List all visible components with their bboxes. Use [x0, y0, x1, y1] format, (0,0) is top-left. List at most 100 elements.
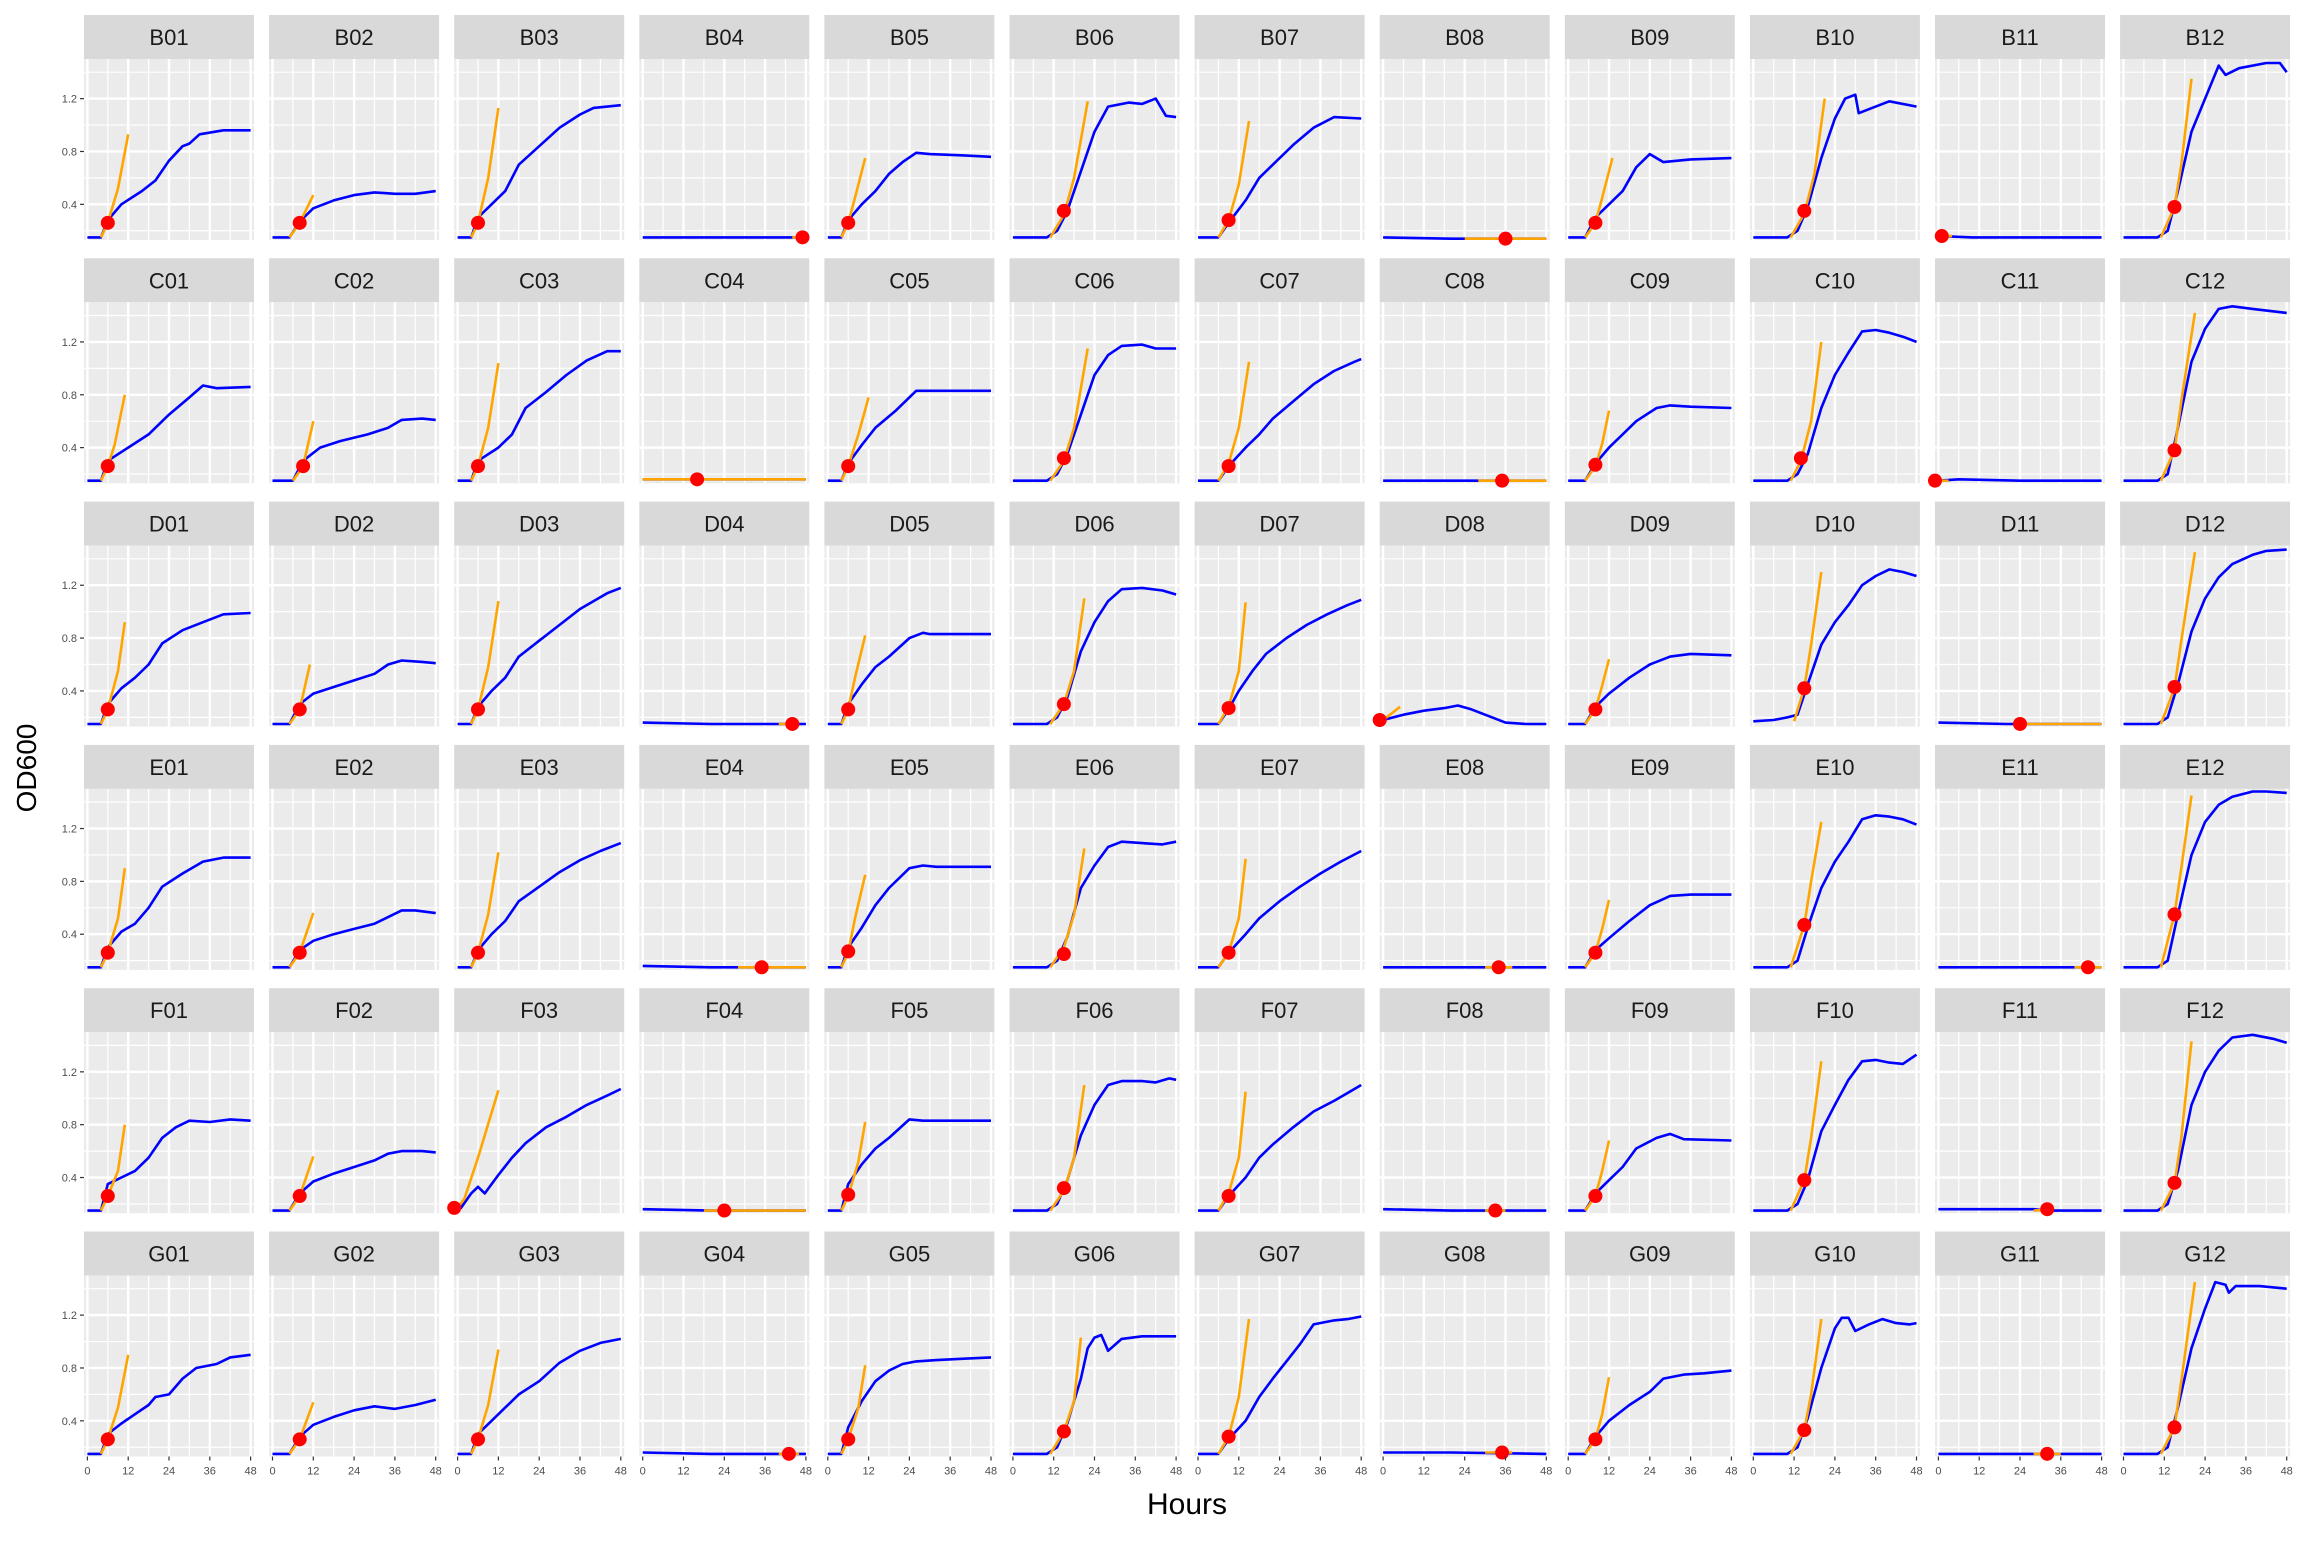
x-tick-label: 48: [244, 1466, 256, 1478]
facet-strip: [269, 258, 440, 303]
exponential-fit-line: [1217, 1091, 1247, 1212]
facet-strip-label: E01: [149, 755, 188, 780]
facet-strip: [1564, 988, 1735, 1033]
exponential-fit-line: [840, 397, 870, 482]
x-tick-label: 12: [677, 1466, 689, 1478]
x-tick-label: 36: [204, 1466, 216, 1478]
facet-strip: [1194, 744, 1365, 789]
x-tick-label: 0: [825, 1466, 831, 1478]
facet-panel-D08: D08: [1372, 501, 1550, 727]
midpoint-marker: [2040, 1446, 2055, 1461]
facet-strip-label: F02: [335, 998, 373, 1023]
x-tick-label: 0: [84, 1466, 90, 1478]
facet-strip-label: G07: [1259, 1242, 1301, 1267]
exponential-fit-line: [456, 1089, 500, 1209]
facet-panel-B04: B04: [639, 15, 810, 245]
facet-strip: [2120, 15, 2291, 59]
exponential-fit-line: [1584, 1140, 1611, 1212]
facet-strip-label: E05: [890, 755, 929, 780]
midpoint-marker: [100, 1189, 115, 1204]
growth-curve-line: [1753, 1053, 1918, 1212]
exponential-fit-line: [470, 1349, 500, 1455]
facet-strip: [1749, 988, 1920, 1033]
exponential-fit-line: [470, 600, 500, 725]
x-tick-label: 24: [1829, 1466, 1841, 1478]
facet-strip: [454, 258, 625, 303]
midpoint-marker: [2167, 199, 2182, 214]
facet-panel-D12: D12: [2120, 501, 2291, 727]
midpoint-marker: [1498, 231, 1513, 246]
x-tick-label: 0: [1750, 1466, 1756, 1478]
growth-curve-line: [456, 1087, 622, 1212]
exponential-fit-line: [1049, 348, 1089, 482]
midpoint-marker: [2040, 1202, 2055, 1217]
x-tick-label: 24: [348, 1466, 360, 1478]
facet-strip: [269, 15, 440, 59]
facet-strip-label: C10: [1815, 268, 1855, 293]
x-tick-label: 48: [1540, 1466, 1552, 1478]
facet-strip: [2120, 1231, 2291, 1276]
facet-strip: [454, 1231, 625, 1276]
facet-strip-label: G10: [1814, 1242, 1856, 1267]
facet-strip: [1009, 1231, 1180, 1276]
facet-strip: [639, 501, 810, 546]
facet-strip-label: C11: [2001, 268, 2040, 293]
y-tick-label: 0.4: [62, 686, 77, 698]
exponential-fit-line: [2159, 552, 2197, 725]
facet-strip: [1749, 15, 1920, 59]
y-tick-label: 0.8: [62, 1120, 77, 1132]
facet-panel-D09: D09: [1564, 501, 1735, 727]
facet-panel-C02: C02: [269, 258, 440, 484]
midpoint-marker: [1221, 213, 1236, 228]
facet-strip-label: E02: [335, 755, 374, 780]
growth-curve-line: [827, 1118, 991, 1212]
midpoint-marker: [1056, 203, 1071, 218]
facet-strip: [84, 1231, 254, 1276]
facet-strip-label: F08: [1446, 998, 1484, 1023]
midpoint-marker: [471, 702, 485, 717]
facet-strip: [824, 15, 995, 59]
facet-strip: [1194, 258, 1365, 303]
facet-panel-D04: D04: [639, 501, 810, 731]
facet-strip: [1379, 744, 1550, 789]
x-tick-label: 24: [1644, 1466, 1656, 1478]
facet-panel-F06: F06: [1009, 988, 1180, 1214]
facet-panel-F05: F05: [824, 988, 995, 1214]
growth-curve-line: [2123, 61, 2288, 239]
facet-panel-E09: E09: [1564, 744, 1735, 970]
x-tick-label: 36: [1314, 1466, 1326, 1478]
facet-panel-C09: C09: [1564, 258, 1735, 484]
midpoint-marker: [1056, 1424, 1071, 1439]
facet-panel-G10: G10 0 12 24 36 48: [1749, 1231, 1923, 1478]
growth-curve-line: [2123, 1280, 2287, 1456]
x-tick-label: 48: [2281, 1466, 2293, 1478]
midpoint-marker: [841, 1187, 856, 1202]
facet-panel-B02: B02: [269, 15, 440, 240]
midpoint-marker: [447, 1200, 462, 1215]
facet-strip: [1379, 258, 1550, 303]
exponential-fit-line: [840, 635, 867, 725]
facet-panel-B12: B12: [2120, 15, 2291, 240]
facet-strip-label: G08: [1444, 1242, 1486, 1267]
facet-strip: [1564, 1231, 1735, 1276]
midpoint-marker: [1056, 947, 1071, 962]
facet-strip-label: G12: [2184, 1242, 2226, 1267]
midpoint-marker: [471, 459, 485, 474]
facet-panel-C05: C05: [824, 258, 995, 484]
facet-strip: [269, 501, 440, 546]
x-tick-label: 0: [1195, 1466, 1201, 1478]
exponential-fit-line: [2159, 795, 2193, 968]
midpoint-marker: [1372, 712, 1387, 727]
facet-panel-D07: D07: [1194, 501, 1365, 727]
facet-panel-F01: F01 0.4 0.8 1.2: [62, 988, 254, 1214]
exponential-fit-line: [2159, 312, 2197, 482]
facet-panel-G03: G03 0 12 24 36 48: [454, 1231, 627, 1478]
facet-strip: [1935, 258, 2105, 303]
growth-curve-line: [1012, 97, 1177, 239]
midpoint-marker: [1056, 697, 1071, 712]
facet-strip: [824, 1231, 995, 1276]
facet-strip-label: G11: [2000, 1242, 2040, 1267]
midpoint-marker: [292, 215, 307, 230]
facet-strip: [1194, 15, 1365, 59]
facet-strip: [1194, 988, 1365, 1033]
